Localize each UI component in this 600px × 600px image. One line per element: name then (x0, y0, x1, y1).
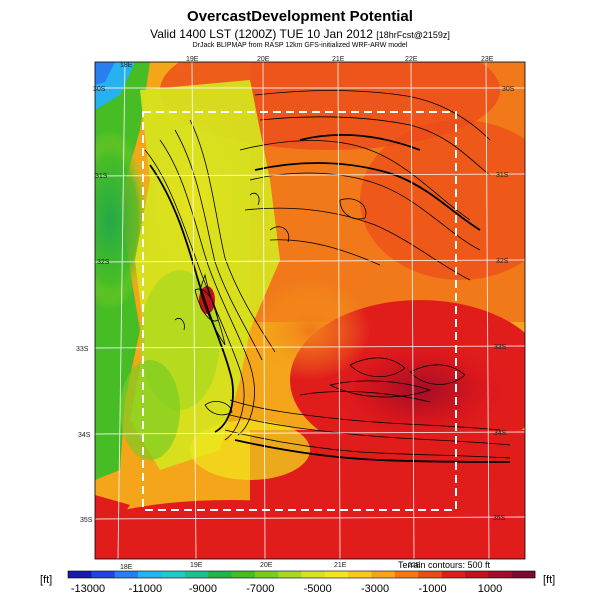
colorbar-swatch (394, 571, 419, 578)
lon-label-top: 21E (332, 56, 345, 63)
lat-label-right: 33S (494, 344, 507, 351)
lon-label-bottom: 22E (408, 562, 421, 569)
colorbar-tick-label: -3000 (361, 583, 389, 595)
graticule (95, 62, 525, 559)
lat-label-right: 32S (496, 258, 509, 265)
colorbar-swatch (114, 571, 139, 578)
lon-label-bottom: 19E (190, 562, 203, 569)
colorbar-swatch (161, 571, 186, 578)
map-subtitle: Valid 1400 LST (1200Z) TUE 10 Jan 2012 [… (0, 27, 600, 41)
colorbar-swatch (371, 571, 396, 578)
colorbar-swatch (208, 571, 232, 578)
forecast-note: [18hrFcst@2159z] (376, 30, 450, 40)
lon-label-top: 22E (405, 56, 418, 63)
lon-label-bottom: 20E (260, 562, 273, 569)
colorbar-ticks: -13000 -11000 -9000 -7000 -5000 -3000 -1000 100… (71, 583, 502, 595)
colorbar (67, 570, 536, 579)
map-field (95, 62, 525, 559)
colorbar-swatch (254, 571, 279, 578)
inner-domain-box (142, 111, 457, 511)
colorbar-unit-left: [ft] (40, 574, 53, 586)
colorbar-swatch (301, 571, 326, 578)
lat-label-left: 31S (95, 173, 108, 180)
colorbar-tick-label: 1000 (478, 583, 502, 595)
lat-label-right: 35S (493, 515, 506, 522)
colorbar-tick-label: -9000 (189, 583, 217, 595)
lat-label-left: 32S (97, 259, 110, 266)
lat-label-right: 31S (496, 172, 509, 179)
colorbar-tick-label: -7000 (246, 583, 274, 595)
lon-label-top: 18E (120, 62, 133, 69)
colorbar-swatch (348, 571, 372, 578)
map-frame (94, 61, 526, 560)
colorbar-swatch (488, 571, 512, 578)
colorbar-swatch (511, 571, 536, 578)
colorbar-tick-label: -1000 (419, 583, 447, 595)
colorbar-swatch (68, 571, 92, 578)
colorbar-tick-label: -5000 (304, 583, 332, 595)
colorbar-swatch (91, 571, 115, 578)
colorbar-tick-label: -11000 (129, 583, 162, 595)
lat-label-left: 30S (93, 86, 106, 93)
colorbar-swatch (231, 571, 256, 578)
valid-time: Valid 1400 LST (1200Z) TUE 10 Jan 2012 (150, 27, 373, 41)
colorbar-frame (67, 570, 536, 579)
lon-label-top: 23E (481, 56, 494, 63)
colorbar-swatch (464, 571, 489, 578)
lon-label-bottom: 21E (334, 562, 347, 569)
lon-label-top: 20E (257, 56, 270, 63)
lat-label-left: 35S (80, 517, 93, 524)
colorbar-swatch (441, 571, 466, 578)
lat-label-left: 34S (78, 432, 91, 439)
terrain-contours (144, 90, 511, 459)
lon-label-bottom: 18E (120, 564, 133, 571)
lon-label-top: 19E (186, 56, 199, 63)
lat-label-left: 33S (76, 346, 89, 353)
lat-label-right: 34S (494, 430, 507, 437)
colorbar-swatch (278, 571, 302, 578)
model-credit: DrJack BLIPMAP from RASP 12km GFS-initia… (192, 42, 408, 49)
colorbar-swatch (184, 571, 209, 578)
colorbar-swatch (138, 571, 162, 578)
colorbar-swatch (418, 571, 442, 578)
terrain-note: Terrain contours: 500 ft (398, 560, 491, 570)
lat-label-right: 30S (502, 86, 515, 93)
map-title: OvercastDevelopment Potential (187, 8, 413, 25)
colorbar-tick-label: -13000 (71, 583, 105, 595)
colorbar-unit-right: [ft] (543, 574, 556, 586)
colorbar-swatch (324, 571, 349, 578)
